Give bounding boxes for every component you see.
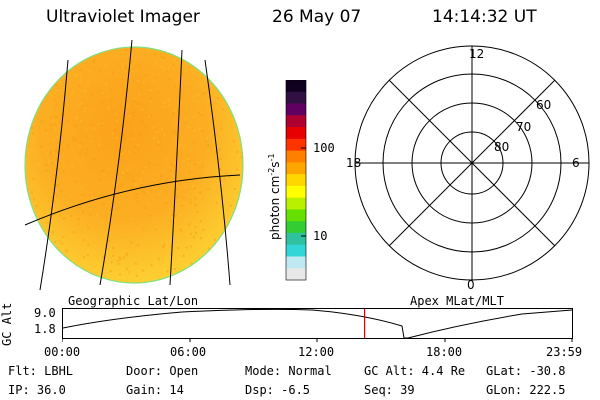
altitude-curve xyxy=(62,308,573,339)
app-title: Ultraviolet Imager xyxy=(46,7,200,27)
time-tick-4: 23:59 xyxy=(546,345,583,359)
mlt-18-label: 18 xyxy=(346,156,361,170)
mlat-60-label: 60 xyxy=(536,98,551,112)
altitude-timeline xyxy=(62,308,573,342)
alt-bottom-value: 1.8 xyxy=(34,322,56,336)
mlat-80-label: 80 xyxy=(494,140,509,154)
filter-info: Flt: LBHL xyxy=(8,364,74,378)
time-tick-0: 00:00 xyxy=(44,345,81,359)
gain-info: Gain: 14 xyxy=(126,383,184,397)
dsp-info: Dsp: -6.5 xyxy=(245,383,311,397)
gc-alt-info: GC Alt: 4.4 Re xyxy=(364,364,466,378)
apex-caption: Apex MLat/MLT xyxy=(410,294,504,308)
alt-axis-label: GC Alt xyxy=(0,302,14,346)
time-label: 14:14:32 UT xyxy=(432,7,537,27)
time-tick-1: 06:00 xyxy=(170,345,207,359)
mode-info: Mode: Normal xyxy=(245,364,332,378)
color-scale-bar xyxy=(285,80,307,281)
ip-info: IP: 36.0 xyxy=(8,383,66,397)
earth-disk xyxy=(24,46,244,284)
mlt-6-label: 6 xyxy=(572,156,580,170)
colorbar-units: photon cm-2s-1 xyxy=(267,153,282,240)
alt-top-value: 9.0 xyxy=(34,306,56,320)
colorbar-tick-100: 100 xyxy=(313,141,335,155)
lat-lon-grid xyxy=(24,40,241,291)
door-info: Door: Open xyxy=(126,364,199,378)
geographic-image xyxy=(24,40,244,291)
mlat-70-label: 70 xyxy=(516,120,531,134)
mlt-12-label: 12 xyxy=(469,47,484,61)
seq-info: Seq: 39 xyxy=(364,383,415,397)
glat-info: GLat: -30.8 xyxy=(486,364,566,378)
time-tick-3: 18:00 xyxy=(426,345,463,359)
time-tick-2: 12:00 xyxy=(298,345,335,359)
polar-plot: 12 18 6 0 60 70 80 xyxy=(346,45,590,290)
colorbar-tick-10: 10 xyxy=(313,229,328,243)
date-label: 26 May 07 xyxy=(272,7,362,27)
geographic-caption: Geographic Lat/Lon xyxy=(68,294,199,308)
mlt-0-label: 0 xyxy=(467,278,475,290)
glon-info: GLon: 222.5 xyxy=(486,383,566,397)
